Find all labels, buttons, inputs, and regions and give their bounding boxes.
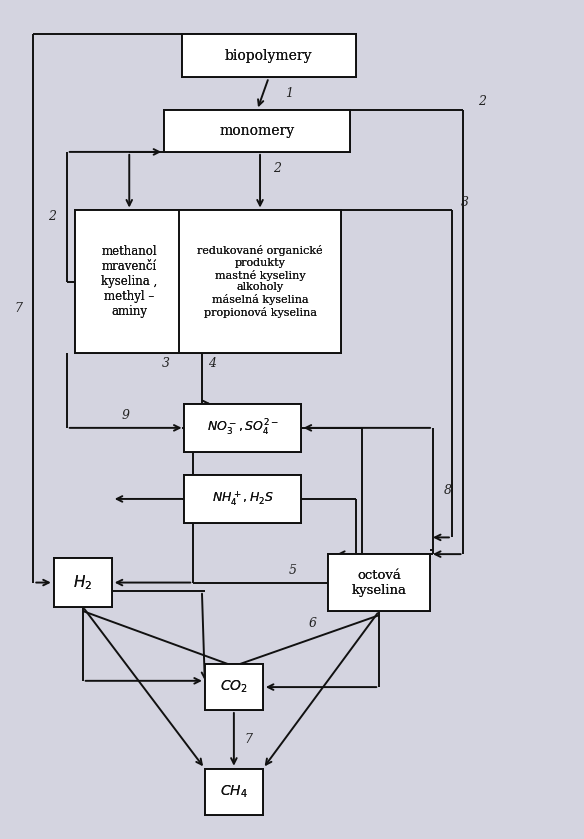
Text: octová
kyselina: octová kyselina [352, 569, 406, 597]
Bar [179, 211, 342, 352]
Text: 1: 1 [285, 87, 293, 101]
Text: 5: 5 [288, 564, 297, 576]
Text: $CH_4$: $CH_4$ [220, 784, 248, 800]
Text: $H_2$: $H_2$ [73, 573, 92, 591]
Text: $CO_2$: $CO_2$ [220, 679, 248, 696]
Text: octová
kyselina: octová kyselina [352, 569, 406, 597]
Text: 2: 2 [48, 211, 56, 223]
Text: 7: 7 [245, 732, 252, 746]
Bar [54, 558, 112, 607]
Text: monomery: monomery [220, 124, 295, 138]
Text: 9: 9 [121, 409, 130, 422]
Text: monomery: monomery [220, 124, 295, 138]
Bar [328, 554, 430, 611]
Bar [185, 404, 301, 452]
Bar [185, 475, 301, 524]
Text: 8: 8 [443, 484, 451, 498]
Bar [185, 475, 301, 524]
Text: 2: 2 [478, 96, 486, 108]
Text: 2: 2 [273, 162, 281, 175]
Bar [205, 769, 263, 815]
Bar [328, 554, 430, 611]
Bar [205, 769, 263, 815]
Text: methanol
mravenčí
kyselina ,
methyl –
aminy: methanol mravenčí kyselina , methyl – am… [101, 245, 157, 318]
Text: redukované organické
produkty
mastné kyseliny
alkoholy
máselná kyselina
propiono: redukované organické produkty mastné kys… [197, 245, 323, 318]
Bar [164, 110, 350, 152]
Text: $NH_4^+,H_2S$: $NH_4^+,H_2S$ [211, 489, 273, 508]
Text: 4: 4 [208, 357, 215, 370]
Bar [164, 110, 350, 152]
Text: $CH_4$: $CH_4$ [220, 784, 248, 800]
Text: biopolymery: biopolymery [225, 49, 312, 63]
Text: biopolymery: biopolymery [225, 49, 312, 63]
Bar [205, 664, 263, 710]
Bar [205, 664, 263, 710]
Text: $NO_3^-,SO_4^{2-}$: $NO_3^-,SO_4^{2-}$ [207, 418, 279, 438]
Bar [75, 211, 183, 352]
Text: 7: 7 [15, 302, 23, 315]
Text: redukované organické
produkty
mastné kyseliny
alkoholy
máselná kyselina
propiono: redukované organické produkty mastné kys… [197, 245, 323, 318]
Text: 6: 6 [309, 617, 317, 630]
Bar [75, 211, 183, 352]
Text: 3: 3 [162, 357, 170, 370]
Bar [182, 34, 356, 77]
Text: $CO_2$: $CO_2$ [220, 679, 248, 696]
Bar [54, 558, 112, 607]
Text: methanol
mravenčí
kyselina ,
methyl –
aminy: methanol mravenčí kyselina , methyl – am… [101, 245, 157, 318]
Bar [182, 34, 356, 77]
Text: $H_2$: $H_2$ [73, 573, 92, 591]
Text: $NO_3^-,SO_4^{2-}$: $NO_3^-,SO_4^{2-}$ [207, 418, 279, 438]
Bar [185, 404, 301, 452]
Bar [179, 211, 342, 352]
Text: 3: 3 [461, 195, 468, 209]
Text: $NH_4^+,H_2S$: $NH_4^+,H_2S$ [211, 489, 273, 508]
